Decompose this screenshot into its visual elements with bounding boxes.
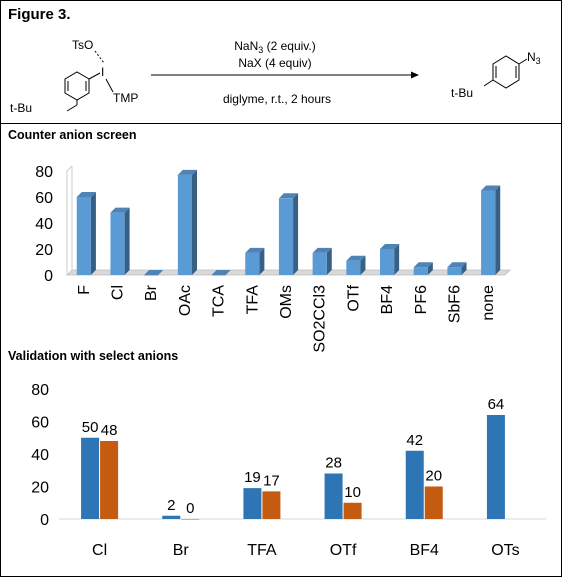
chart2-data-label: 0	[186, 500, 194, 517]
chart2-y-tick: 80	[31, 382, 49, 399]
chart1-y-tick: 20	[35, 242, 53, 259]
reaction-arrow-head	[411, 71, 419, 79]
chart1-y-tick: 80	[35, 164, 53, 181]
chart2-bar	[262, 491, 281, 519]
chart1-bar	[278, 193, 299, 275]
chart1-bar	[211, 270, 231, 276]
chart2-bar	[343, 502, 362, 519]
reactant-structure: TsO I TMP t-Bu	[10, 38, 138, 115]
section-divider	[1, 123, 561, 124]
chart1-x-tick: TCA	[211, 285, 228, 317]
chart2-bar	[486, 415, 505, 519]
chart2-data-label: 19	[244, 469, 261, 486]
chart1-bar	[76, 192, 96, 275]
product-benzene-ring	[492, 55, 520, 89]
reaction-conditions: NaN3 (2 equiv.) NaX (4 equiv) diglyme, r…	[151, 39, 419, 106]
chart2-x-tick: Cl	[92, 542, 107, 559]
reactant-tmp-label: TMP	[113, 91, 138, 105]
chart2-data-label: 28	[325, 455, 342, 472]
chart2-data-label: 42	[406, 432, 423, 449]
chart2-y-tick: 60	[31, 415, 49, 432]
chart2-x-tick: TFA	[247, 542, 277, 559]
chart2-bar	[324, 473, 343, 519]
chart1-x-tick: SbF6	[446, 285, 463, 323]
reactant-benzene-ring	[64, 71, 90, 101]
chart1-x-tick: Cl	[110, 285, 127, 300]
chart1-x-tick: PF6	[413, 285, 430, 314]
chart1-x-tick: F	[76, 285, 93, 295]
chart1-bar	[346, 255, 366, 275]
reagent-nan3: NaN3 (2 equiv.)	[234, 39, 316, 55]
chart1-x-tick: none	[480, 285, 497, 321]
counter-anion-chart: 0 20 40 60 80 F Cl Br OAc TCA TFA OMs OSO2CCl3 OTf BF4…	[35, 164, 511, 353]
chart2-y-tick: 40	[31, 447, 49, 464]
chart2-data-label: 20	[425, 468, 442, 485]
product-structure: N3 t-Bu	[451, 50, 541, 100]
chart1-x-tick: TFA	[244, 285, 261, 315]
chart2-x-tick: BF4	[410, 542, 439, 559]
chart1-y-tick: 40	[35, 216, 53, 233]
chart2-data-label: 2	[167, 497, 175, 514]
reactant-tso-label: TsO	[72, 38, 93, 52]
figure-title: Figure 3.	[8, 6, 71, 23]
reaction-conditions-text: diglyme, r.t., 2 hours	[223, 92, 331, 106]
reaction-scheme: TsO I TMP t-Bu NaN3 (2 equiv.) NaX (4 eq…	[10, 38, 541, 115]
chart1-bar	[447, 262, 467, 275]
product-tbu-label: t-Bu	[451, 86, 473, 100]
product-azide-label: N3	[527, 50, 541, 66]
chart2-x-tick: Br	[173, 542, 190, 559]
chart2-data-label: 17	[263, 472, 280, 489]
chart1-bar	[245, 247, 265, 275]
reactant-tmp-bond	[105, 78, 114, 93]
chart1-title: Counter anion screen	[8, 128, 137, 142]
chart1-x-tick: BF4	[379, 285, 396, 314]
chart2-y-tick: 0	[40, 512, 49, 529]
chart1-bar	[481, 185, 501, 275]
chart2-x-tick: OTf	[330, 542, 357, 559]
chart2-bar	[181, 519, 200, 520]
chart1-x-tick: OTf	[345, 284, 362, 311]
chart2-y-tick: 20	[31, 480, 49, 497]
reactant-iodine-label: I	[101, 65, 104, 79]
chart1-x-tick: OMs	[278, 285, 295, 319]
chart1-x-tick: Br	[143, 284, 160, 301]
chart2-x-tick: OTs	[491, 542, 519, 559]
chart1-bar	[413, 262, 433, 275]
chart1-bar	[110, 207, 130, 275]
reactant-tbu-label: t-Bu	[10, 101, 32, 115]
chart1-x-tick: OAc	[177, 285, 194, 316]
reagent-nax: NaX (4 equiv)	[238, 56, 311, 70]
reactant-dashed-bond	[94, 50, 105, 64]
chart1-bar	[380, 244, 400, 275]
chart2-bar	[243, 488, 262, 519]
chart2-bar	[81, 437, 100, 519]
chart2-data-label: 50	[82, 419, 99, 436]
chart1-bar	[177, 169, 197, 275]
chart2-bar	[424, 486, 443, 519]
chart2-data-label: 48	[101, 422, 118, 439]
chart1-bar	[312, 247, 332, 275]
chart1-x-tick: OSO2CCl3	[312, 285, 329, 353]
chart2-data-label: 64	[488, 396, 505, 413]
chart1-y-tick: 60	[35, 190, 53, 207]
chart1-bar	[144, 270, 164, 276]
chart1-y-tick: 0	[44, 268, 53, 285]
chart2-bar	[162, 515, 181, 519]
chart2-bar	[100, 441, 119, 519]
chart2-bar	[405, 450, 424, 519]
reactant-aryl-bond	[88, 72, 101, 80]
chart2-data-label: 10	[344, 484, 361, 501]
chart2-title: Validation with select anions	[8, 349, 179, 363]
